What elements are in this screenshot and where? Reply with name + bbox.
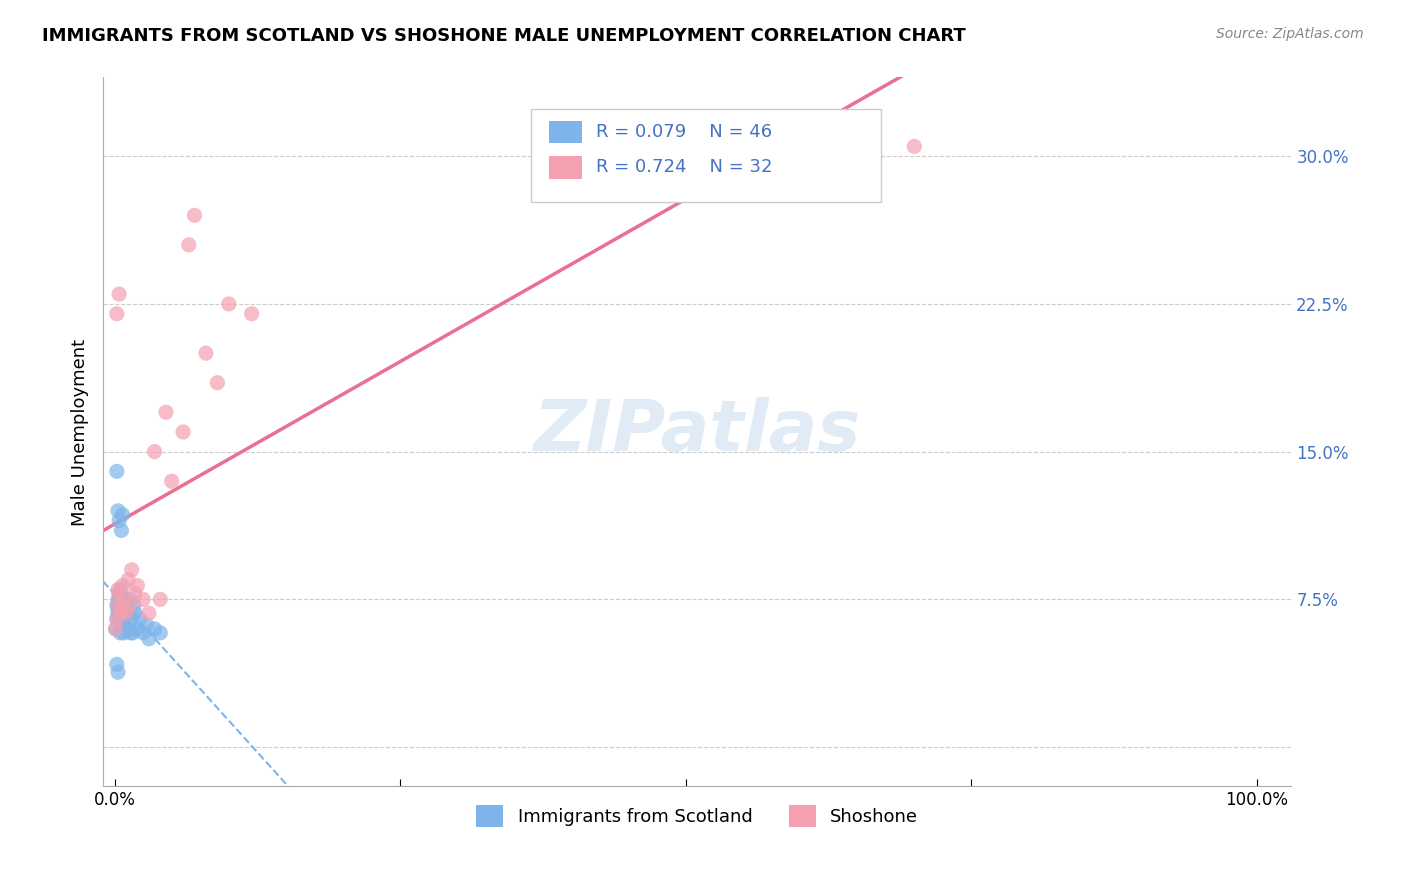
Shoshone [183, 208, 205, 222]
Shoshone [127, 578, 149, 592]
Text: R = 0.724    N = 32: R = 0.724 N = 32 [596, 159, 773, 177]
Shoshone [117, 573, 139, 587]
Immigrants from Scotland [107, 665, 129, 680]
Shoshone [194, 346, 217, 360]
Immigrants from Scotland [132, 625, 155, 640]
Shoshone [143, 444, 166, 458]
FancyBboxPatch shape [548, 120, 582, 144]
Shoshone [903, 139, 925, 153]
Immigrants from Scotland [114, 602, 136, 616]
Immigrants from Scotland [117, 622, 139, 636]
Shoshone [112, 592, 135, 607]
Immigrants from Scotland [121, 612, 143, 626]
Immigrants from Scotland [121, 625, 143, 640]
Immigrants from Scotland [110, 599, 132, 613]
Shoshone [107, 582, 129, 597]
Shoshone [104, 622, 127, 636]
Legend: Immigrants from Scotland, Shoshone: Immigrants from Scotland, Shoshone [470, 797, 925, 834]
Immigrants from Scotland [114, 612, 136, 626]
Immigrants from Scotland [105, 612, 128, 626]
Y-axis label: Male Unemployment: Male Unemployment [72, 338, 89, 525]
Immigrants from Scotland [105, 464, 128, 478]
Immigrants from Scotland [120, 625, 142, 640]
Immigrants from Scotland [122, 599, 145, 613]
Immigrants from Scotland [110, 582, 132, 597]
Immigrants from Scotland [135, 618, 157, 632]
Shoshone [240, 307, 263, 321]
Immigrants from Scotland [124, 606, 146, 620]
Shoshone [789, 159, 811, 173]
Immigrants from Scotland [105, 657, 128, 672]
Shoshone [110, 606, 132, 620]
Shoshone [207, 376, 229, 390]
Shoshone [118, 599, 141, 613]
Immigrants from Scotland [112, 625, 135, 640]
Shoshone [115, 606, 138, 620]
Immigrants from Scotland [104, 622, 127, 636]
Immigrants from Scotland [110, 592, 132, 607]
Shoshone [218, 297, 240, 311]
Shoshone [149, 592, 172, 607]
Immigrants from Scotland [107, 606, 129, 620]
Shoshone [172, 425, 194, 439]
Text: Source: ZipAtlas.com: Source: ZipAtlas.com [1216, 27, 1364, 41]
Immigrants from Scotland [108, 514, 131, 528]
Immigrants from Scotland [112, 592, 135, 607]
Immigrants from Scotland [138, 632, 160, 646]
Immigrants from Scotland [111, 508, 134, 522]
Immigrants from Scotland [110, 618, 132, 632]
Shoshone [132, 592, 155, 607]
Immigrants from Scotland [108, 612, 131, 626]
Immigrants from Scotland [107, 504, 129, 518]
Shoshone [138, 606, 160, 620]
Immigrants from Scotland [115, 622, 138, 636]
FancyBboxPatch shape [548, 156, 582, 178]
Immigrants from Scotland [110, 606, 132, 620]
Immigrants from Scotland [110, 602, 132, 616]
Immigrants from Scotland [107, 602, 129, 616]
Text: R = 0.079    N = 46: R = 0.079 N = 46 [596, 123, 772, 141]
Shoshone [107, 599, 129, 613]
Immigrants from Scotland [111, 606, 134, 620]
Shoshone [108, 287, 131, 301]
Immigrants from Scotland [149, 625, 172, 640]
Immigrants from Scotland [118, 592, 141, 607]
Shoshone [111, 578, 134, 592]
Shoshone [108, 586, 131, 600]
Immigrants from Scotland [115, 606, 138, 620]
Immigrants from Scotland [110, 524, 132, 538]
Immigrants from Scotland [108, 586, 131, 600]
Immigrants from Scotland [110, 625, 132, 640]
Immigrants from Scotland [111, 615, 134, 630]
Immigrants from Scotland [105, 599, 128, 613]
Shoshone [105, 612, 128, 626]
Shoshone [110, 602, 132, 616]
Text: ZIPatlas: ZIPatlas [533, 398, 860, 467]
Immigrants from Scotland [107, 592, 129, 607]
Immigrants from Scotland [127, 622, 149, 636]
Immigrants from Scotland [143, 622, 166, 636]
Shoshone [121, 563, 143, 577]
Shoshone [160, 474, 183, 488]
Shoshone [177, 237, 200, 252]
Immigrants from Scotland [115, 599, 138, 613]
Shoshone [105, 307, 128, 321]
Immigrants from Scotland [128, 612, 150, 626]
Text: IMMIGRANTS FROM SCOTLAND VS SHOSHONE MALE UNEMPLOYMENT CORRELATION CHART: IMMIGRANTS FROM SCOTLAND VS SHOSHONE MAL… [42, 27, 966, 45]
Shoshone [155, 405, 177, 419]
FancyBboxPatch shape [531, 110, 882, 202]
Immigrants from Scotland [108, 596, 131, 610]
Shoshone [124, 586, 146, 600]
